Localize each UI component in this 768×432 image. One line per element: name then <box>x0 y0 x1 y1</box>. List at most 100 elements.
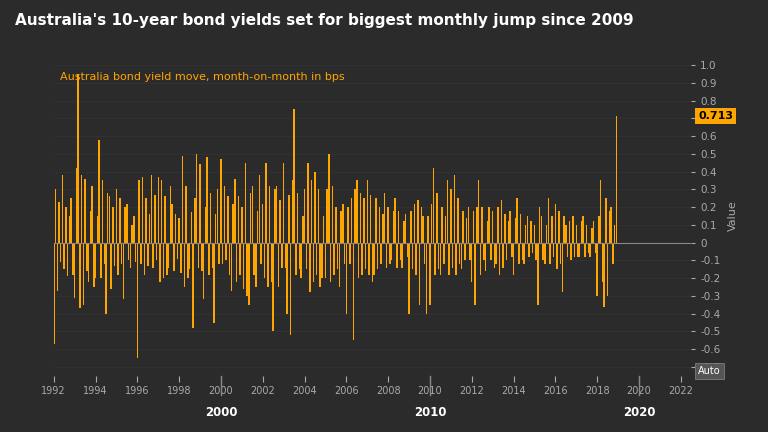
Text: 0.713: 0.713 <box>698 111 733 121</box>
Bar <box>458 243 460 264</box>
Bar <box>250 193 251 243</box>
Bar <box>145 198 147 243</box>
Bar <box>121 243 122 264</box>
Bar <box>574 243 575 257</box>
Bar <box>229 243 230 275</box>
Bar <box>204 207 206 243</box>
Bar <box>138 181 140 243</box>
Bar <box>511 243 512 257</box>
Bar <box>361 243 362 275</box>
Bar <box>175 214 177 243</box>
Bar <box>356 181 358 243</box>
Bar <box>76 168 77 243</box>
Bar <box>402 243 403 267</box>
Bar <box>288 195 290 243</box>
Bar <box>281 243 283 267</box>
Bar <box>88 243 89 282</box>
Bar <box>485 243 486 271</box>
Bar <box>79 243 81 308</box>
Bar <box>403 221 405 243</box>
Bar <box>197 243 199 267</box>
Bar <box>61 175 63 243</box>
Bar <box>380 243 382 264</box>
Bar <box>307 163 309 243</box>
Bar <box>241 207 243 243</box>
Bar <box>495 243 497 264</box>
Bar <box>126 203 127 243</box>
Bar <box>227 197 229 243</box>
Bar <box>210 193 211 243</box>
Bar <box>523 243 525 264</box>
Bar <box>112 207 114 243</box>
Bar <box>325 243 326 278</box>
Bar <box>452 243 453 267</box>
Bar <box>608 211 610 243</box>
Bar <box>520 214 521 243</box>
Bar <box>483 243 485 260</box>
Bar <box>405 214 406 243</box>
Bar <box>396 243 398 267</box>
Bar <box>84 179 86 243</box>
Bar <box>534 225 535 243</box>
Bar <box>344 243 346 264</box>
Bar <box>332 186 333 243</box>
Bar <box>311 181 313 243</box>
Bar <box>379 207 380 243</box>
Bar <box>353 243 354 340</box>
Bar <box>114 243 115 266</box>
Bar <box>135 243 137 262</box>
Bar <box>299 243 300 269</box>
Bar <box>450 189 452 243</box>
Bar <box>387 207 389 243</box>
Bar <box>447 181 448 243</box>
Bar <box>304 189 306 243</box>
Bar <box>81 175 82 243</box>
Bar <box>461 243 462 269</box>
Bar <box>432 168 434 243</box>
Bar <box>567 243 568 257</box>
Bar <box>454 175 455 243</box>
Bar <box>168 243 170 267</box>
Bar <box>97 216 98 243</box>
Bar <box>518 243 519 264</box>
Bar <box>417 200 419 243</box>
Bar <box>415 243 417 275</box>
Bar <box>553 243 554 257</box>
Bar <box>236 243 237 282</box>
Text: 2020: 2020 <box>623 407 655 419</box>
Bar <box>149 214 151 243</box>
Bar <box>598 216 600 243</box>
Bar <box>86 243 88 271</box>
Bar <box>386 243 387 267</box>
Bar <box>133 216 134 243</box>
Bar <box>449 243 450 275</box>
Bar <box>525 225 527 243</box>
Bar <box>422 216 424 243</box>
Bar <box>429 243 431 305</box>
Bar <box>513 243 515 275</box>
Y-axis label: Value: Value <box>727 200 737 232</box>
Bar <box>438 243 439 269</box>
Bar <box>67 243 68 276</box>
Bar <box>575 225 577 243</box>
Bar <box>157 177 159 243</box>
Bar <box>445 216 446 243</box>
Bar <box>565 225 567 243</box>
Bar <box>561 243 563 292</box>
Text: 2010: 2010 <box>414 407 446 419</box>
Bar <box>579 243 581 257</box>
Bar <box>413 203 415 243</box>
Bar <box>373 243 375 275</box>
Bar <box>140 243 141 264</box>
Bar <box>323 216 324 243</box>
Bar <box>217 189 218 243</box>
Bar <box>502 243 504 267</box>
Bar <box>370 195 372 243</box>
Bar <box>78 74 79 243</box>
Bar <box>588 243 589 253</box>
Bar <box>560 243 561 264</box>
Bar <box>161 181 163 243</box>
Bar <box>171 203 173 243</box>
Bar <box>392 211 394 243</box>
Bar <box>431 203 432 243</box>
